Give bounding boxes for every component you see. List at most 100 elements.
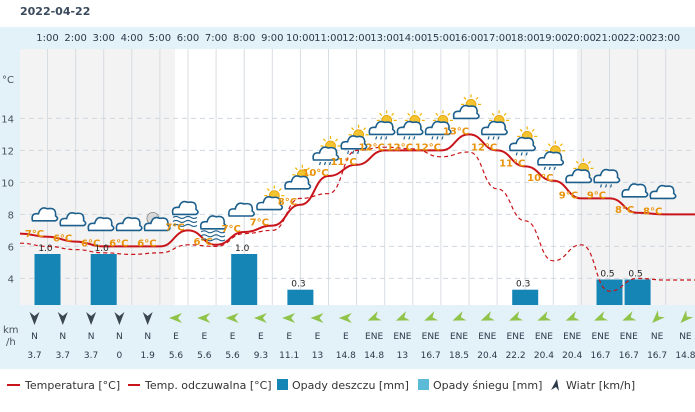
- sun-ray: [419, 112, 423, 116]
- wind-arrow-shape: [509, 311, 524, 321]
- wind-direction-label: ENE: [591, 332, 609, 342]
- wind-arrow-icon: [197, 313, 211, 323]
- wind-speed-label: 5.6: [197, 351, 212, 361]
- wind-direction-label: E: [230, 332, 236, 342]
- wind-arrow-shape: [282, 313, 296, 323]
- precip-bar: [90, 254, 117, 305]
- wind-arrow-icon: [310, 313, 324, 323]
- sun-ray: [294, 167, 298, 171]
- wind-arrow-shape: [338, 313, 352, 323]
- wind-arrow-icon: [424, 311, 439, 321]
- wind-speed-label: 3.7: [27, 351, 41, 361]
- cloud-shape: [171, 200, 199, 216]
- precip-bar: [624, 279, 651, 305]
- wind-direction-label: ENE: [563, 332, 581, 342]
- wind-arrow-icon: [114, 312, 125, 325]
- cloud-icon: [115, 216, 143, 232]
- cloud-shape: [368, 120, 396, 136]
- rain-drop: [375, 136, 378, 140]
- wind-arrow-icon: [565, 311, 580, 321]
- temperature-data-label: 8°C: [615, 205, 634, 216]
- sun-ray: [531, 128, 535, 132]
- wind-speed-label: 13: [312, 351, 323, 361]
- cloud-shape: [59, 211, 87, 227]
- x-tick-label: 23:00: [651, 33, 680, 44]
- wind-arrow-icon: [395, 311, 410, 321]
- x-tick-label: 3:00: [92, 33, 114, 44]
- legend-label-rain: Opady deszczu [mm]: [292, 379, 409, 392]
- precip-bars: [34, 254, 651, 305]
- rain-drop: [431, 136, 434, 140]
- sun-ray: [407, 112, 411, 116]
- wind-speed-label: 20.4: [562, 351, 582, 361]
- x-tick-label: 13:00: [370, 33, 399, 44]
- wind-arrow-shape: [225, 313, 239, 323]
- y-tick-label: 12: [1, 146, 14, 157]
- temperature-data-label: 9°C: [559, 190, 578, 201]
- y-unit-label: °C: [2, 75, 14, 86]
- wind-speed-label: 11.1: [279, 351, 299, 361]
- temperature-data-label: 10°C: [527, 173, 553, 184]
- wind-arrow-icon: [452, 311, 467, 321]
- wind-speed-label: 16.7: [647, 351, 667, 361]
- sun-ray: [323, 138, 326, 142]
- rain-drop: [525, 152, 528, 156]
- x-tick-label: 1:00: [36, 33, 58, 44]
- legend-label-temperature: Temperatura [°C]: [24, 379, 120, 392]
- precip-labels: 1.0 1.0 1.0 0.3 0.3 0.5 0.5: [38, 244, 642, 290]
- wind-direction-label: ENE: [620, 332, 638, 342]
- legend-swatch-rain: [277, 379, 288, 390]
- fog-line: [200, 230, 226, 234]
- cloud-icon: [228, 202, 255, 217]
- wind-speed-label: 14.8: [675, 351, 695, 361]
- rain-drop: [492, 136, 495, 140]
- sun-ray: [519, 128, 523, 132]
- wind-unit-km: km: [3, 325, 19, 336]
- wind-arrow-icon: [680, 310, 694, 323]
- rain-cloud-icon: [593, 168, 621, 188]
- wind-arrow-shape: [142, 312, 153, 325]
- rain-drop: [548, 166, 551, 170]
- wind-arrow-icon: [57, 312, 68, 325]
- x-tick-label: 4:00: [121, 33, 143, 44]
- wind-arrow-shape: [480, 311, 495, 321]
- wind-speed-label: 20.4: [534, 351, 554, 361]
- legend-label-wind: Wiatr [km/h]: [566, 379, 635, 392]
- temperature-data-label: 7°C: [250, 218, 269, 229]
- wind-direction-label: ENE: [422, 332, 440, 342]
- cloud-icon: [59, 211, 87, 227]
- rain-drop: [436, 136, 439, 140]
- cloud-icon: [649, 184, 677, 200]
- cloud-shape: [256, 195, 284, 211]
- sun-ray: [547, 143, 551, 147]
- fog-icon: [199, 215, 227, 242]
- y-axis: °C 4 6 8 10 12 14: [1, 75, 14, 285]
- wind-speed-label: 5.6: [169, 351, 184, 361]
- cloud-shape: [312, 146, 340, 161]
- x-tick-label: 19:00: [539, 33, 568, 44]
- rain-drop: [520, 152, 523, 156]
- wind-arrow-icon: [86, 312, 97, 325]
- wind-direction-label: N: [31, 332, 38, 342]
- cloud-shape: [199, 215, 227, 230]
- temperature-data-label: 6°C: [193, 237, 212, 248]
- wind-arrow-icon: [367, 311, 382, 321]
- sun-cloud-rain-icon: [396, 110, 425, 140]
- wind-arrow-icon: [652, 310, 665, 323]
- sun-ray: [463, 96, 467, 100]
- sun-ray: [379, 112, 383, 116]
- temperature-data-label: 10°C: [302, 168, 328, 179]
- y-tick-label: 14: [1, 114, 14, 125]
- temperature-lines: [19, 133, 695, 292]
- sun-ray: [559, 143, 563, 147]
- wind-speed-label: 16.7: [619, 351, 639, 361]
- legend: Temperatura [°C] Temp. odczuwalna [°C] O…: [7, 379, 635, 392]
- rain-drop: [352, 150, 355, 154]
- wind-arrow-shape: [197, 313, 211, 323]
- sun-ray: [306, 167, 310, 171]
- temperature-data-label: 12°C: [359, 142, 385, 153]
- sun-ray: [503, 112, 507, 116]
- x-tick-label: 5:00: [149, 33, 171, 44]
- sun-ray: [391, 112, 395, 116]
